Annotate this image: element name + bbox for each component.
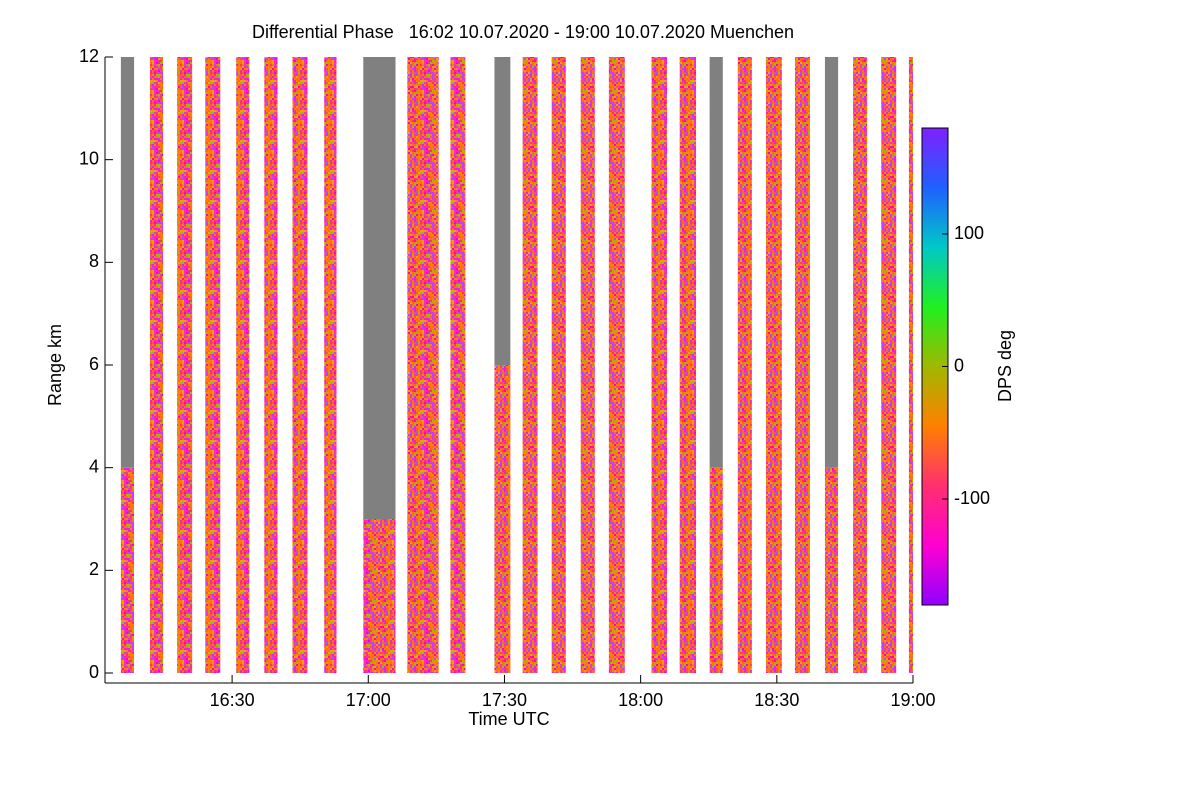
scan [149, 57, 164, 673]
scan [236, 57, 250, 673]
no-data [709, 57, 723, 468]
colorbar-tick-label: 0 [954, 355, 964, 375]
x-tick-label: 18:00 [618, 690, 663, 710]
x-tick-label: 16:30 [210, 690, 255, 710]
y-tick-label: 2 [89, 559, 99, 579]
y-tick-label: 6 [89, 354, 99, 374]
scan [292, 57, 308, 673]
scan [407, 57, 439, 673]
no-data [120, 57, 135, 468]
colorbar-tick-label: -100 [954, 488, 990, 508]
scan [324, 57, 337, 673]
scan [205, 57, 221, 673]
scan [737, 57, 752, 673]
x-tick-label: 19:00 [890, 690, 935, 710]
scan [264, 57, 278, 673]
scan [824, 467, 839, 673]
no-data [363, 57, 396, 519]
scan [651, 57, 667, 673]
scan [881, 57, 897, 673]
no-data [824, 57, 839, 468]
scan [363, 519, 396, 673]
colorbar-tick-label: 100 [954, 223, 984, 243]
scan [522, 57, 538, 673]
scan [177, 57, 193, 673]
x-tick-label: 17:30 [482, 690, 527, 710]
x-tick-label: 17:00 [346, 690, 391, 710]
scan [794, 57, 810, 673]
scan [908, 57, 913, 673]
chart-title: Differential Phase 16:02 10.07.2020 - 19… [252, 22, 794, 42]
colorbar-label: DPS deg [995, 330, 1015, 402]
scan [580, 57, 595, 673]
scan [120, 467, 135, 673]
x-tick-label: 18:30 [754, 690, 799, 710]
scan [679, 57, 697, 673]
scan [551, 57, 566, 673]
y-tick-label: 0 [89, 662, 99, 682]
y-tick-label: 10 [79, 148, 99, 168]
scan [709, 467, 723, 673]
y-tick-label: 12 [79, 46, 99, 66]
scan [450, 57, 466, 673]
y-tick-label: 8 [89, 251, 99, 271]
x-axis-label: Time UTC [468, 709, 549, 729]
scan [853, 57, 868, 673]
scan [765, 57, 782, 673]
scan [494, 365, 511, 673]
no-data [494, 57, 511, 365]
y-tick-label: 4 [89, 456, 99, 476]
scan [608, 57, 625, 673]
y-axis-label: Range km [45, 324, 65, 406]
